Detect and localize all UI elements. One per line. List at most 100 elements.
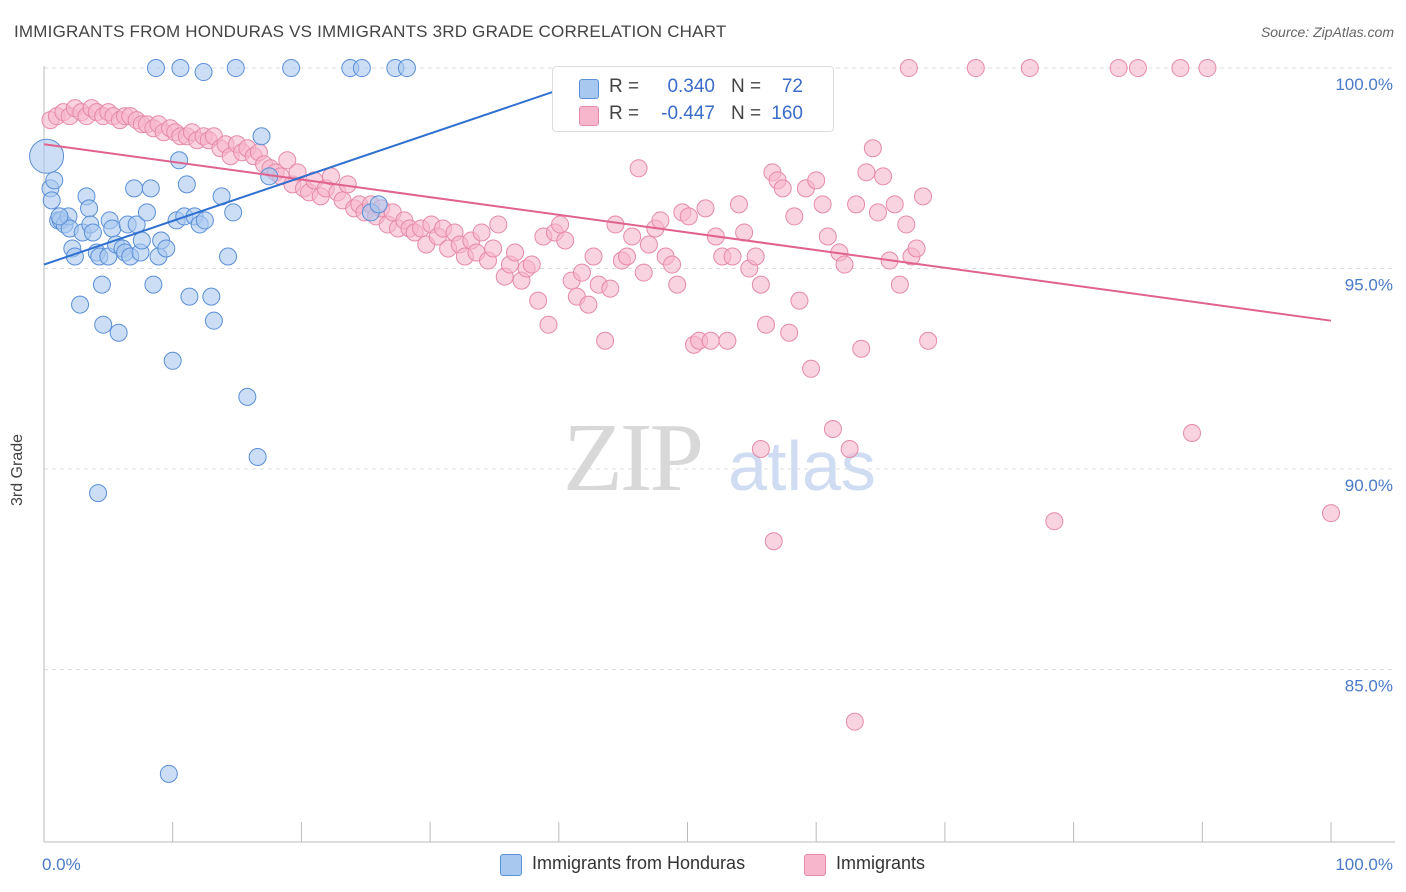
- honduras-point: [204, 311, 223, 330]
- immigrants-point: [484, 239, 503, 258]
- immigrants-point: [823, 419, 842, 438]
- immigrants-point: [751, 275, 770, 294]
- immigrants-point: [813, 195, 832, 214]
- immigrants-point: [847, 195, 866, 214]
- watermark: ZIP atlas: [563, 404, 876, 512]
- legend-n-label: N =: [731, 103, 762, 124]
- y-tick-label: 90.0%: [1345, 476, 1393, 495]
- immigrants-point: [506, 243, 525, 262]
- chart-title: IMMIGRANTS FROM HONDURAS VS IMMIGRANTS 3…: [14, 22, 727, 41]
- immigrants-point: [701, 331, 720, 350]
- watermark-atlas: atlas: [728, 427, 876, 505]
- honduras-point: [195, 211, 214, 230]
- bottom-legend-label-honduras: Immigrants from Honduras: [532, 853, 746, 873]
- honduras-point: [71, 295, 90, 314]
- immigrants-point: [966, 59, 985, 78]
- legend-r-value: -0.447: [661, 103, 715, 124]
- immigrants-point: [539, 315, 558, 334]
- honduras-point: [194, 63, 213, 82]
- immigrants-point: [489, 215, 508, 234]
- legend-row-immigrants: R = -0.447 N = 160: [553, 100, 833, 130]
- honduras-point: [224, 203, 243, 222]
- honduras-point: [352, 59, 371, 78]
- immigrants-point: [623, 227, 642, 246]
- honduras-point: [170, 151, 189, 170]
- immigrants-point: [852, 339, 871, 358]
- immigrants-point: [606, 215, 625, 234]
- immigrants-point: [596, 331, 615, 350]
- immigrants-point: [857, 163, 876, 182]
- honduras-point: [144, 275, 163, 294]
- immigrants-point: [863, 139, 882, 158]
- immigrants-point: [718, 331, 737, 350]
- honduras-point: [141, 179, 160, 198]
- honduras-point: [29, 138, 65, 174]
- bottom-legend-honduras[interactable]: Immigrants from Honduras: [500, 852, 780, 878]
- honduras-point: [103, 219, 122, 238]
- honduras-point: [252, 127, 271, 146]
- y-tick-label: 100.0%: [1335, 75, 1393, 94]
- honduras-point: [50, 207, 69, 226]
- honduras-point: [83, 223, 102, 242]
- honduras-point: [80, 199, 99, 218]
- honduras-point: [89, 484, 108, 503]
- honduras-point: [137, 203, 156, 222]
- immigrants-point: [1045, 512, 1064, 531]
- legend-r-label: R =: [609, 103, 640, 124]
- immigrants-point: [1198, 59, 1217, 78]
- honduras-point: [177, 175, 196, 194]
- immigrants-point: [835, 255, 854, 274]
- honduras-point: [397, 59, 416, 78]
- immigrants-point: [651, 211, 670, 230]
- bottom-legend-label-immigrants: Immigrants: [836, 853, 926, 873]
- immigrants-point: [773, 179, 792, 198]
- immigrants-point: [551, 215, 570, 234]
- immigrants-point: [840, 440, 859, 459]
- immigrants-point: [885, 195, 904, 214]
- immigrants-point: [802, 359, 821, 378]
- immigrants-point: [785, 207, 804, 226]
- honduras-point: [219, 247, 238, 266]
- immigrants-point: [751, 440, 770, 459]
- source-note: Source: ZipAtlas.com: [1260, 24, 1394, 40]
- immigrants-point: [890, 275, 909, 294]
- honduras-point: [369, 195, 388, 214]
- legend-r-label: R =: [609, 76, 640, 97]
- data-points: [29, 59, 1340, 783]
- immigrants-point: [1171, 59, 1190, 78]
- immigrants-point: [1183, 423, 1202, 442]
- legend-n-label: N =: [731, 76, 762, 97]
- immigrants-trend-line: [43, 143, 1332, 322]
- immigrants-point: [757, 315, 776, 334]
- immigrants-point: [618, 247, 637, 266]
- honduras-point: [282, 59, 301, 78]
- legend-swatch-honduras: [579, 79, 599, 99]
- immigrants-point: [723, 247, 742, 266]
- immigrants-point: [629, 159, 648, 178]
- immigrants-point: [579, 295, 598, 314]
- immigrants-point: [1020, 59, 1039, 78]
- immigrants-point: [845, 712, 864, 731]
- legend-swatch-immigrants: [579, 106, 599, 126]
- bottom-legend-immigrants[interactable]: Immigrants: [804, 852, 964, 878]
- tick-labels: 100.0% 95.0% 90.0% 85.0% 0.0% 100.0%: [42, 75, 1393, 874]
- honduras-point: [171, 59, 190, 78]
- immigrants-point: [897, 215, 916, 234]
- y-tick-label: 85.0%: [1345, 677, 1393, 696]
- honduras-point: [125, 179, 144, 198]
- immigrants-point: [679, 207, 698, 226]
- x-tick-label-max: 100.0%: [1335, 855, 1393, 874]
- axes: [43, 66, 1395, 843]
- immigrants-point: [729, 195, 748, 214]
- immigrants-point: [746, 247, 765, 266]
- legend-n-value: 160: [771, 103, 803, 124]
- x-tick-label-min: 0.0%: [42, 855, 81, 874]
- immigrants-point: [522, 255, 541, 274]
- immigrants-point: [907, 239, 926, 258]
- immigrants-point: [874, 167, 893, 186]
- stats-legend: R = 0.340 N = 72 R = -0.447 N = 160: [552, 66, 834, 132]
- immigrants-point: [584, 247, 603, 266]
- immigrants-point: [634, 263, 653, 282]
- honduras-point: [159, 764, 178, 783]
